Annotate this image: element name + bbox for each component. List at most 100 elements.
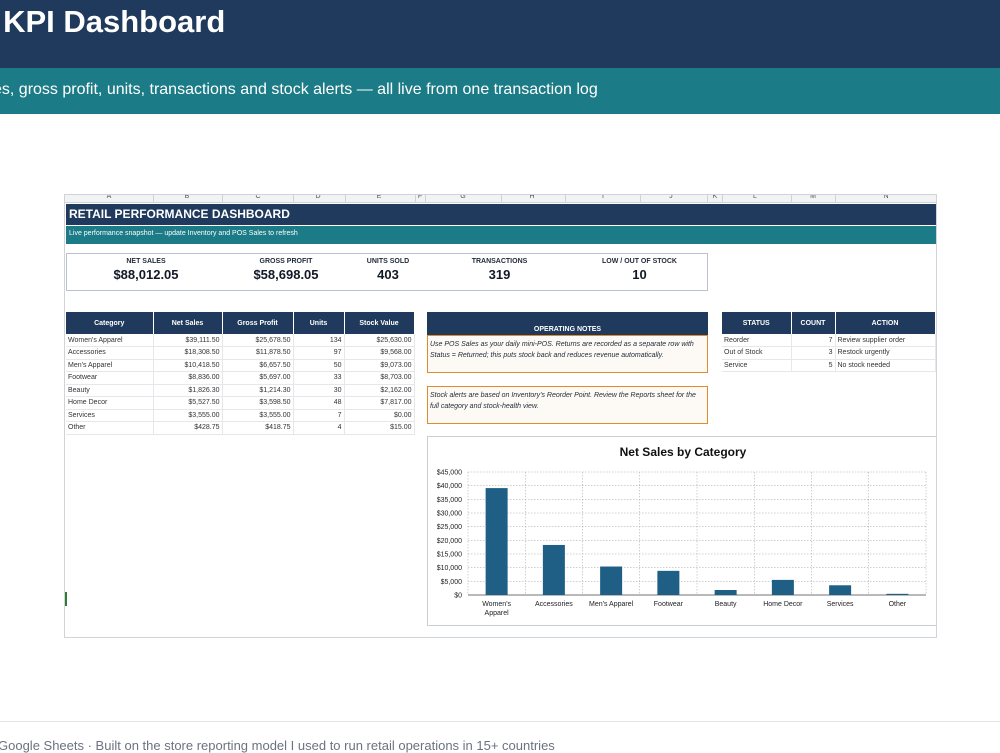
bar [714, 590, 737, 595]
column-header: B [184, 194, 190, 200]
footer-divider [0, 721, 1000, 722]
cell: No stock needed [835, 359, 936, 372]
x-tick-label: Services [827, 601, 854, 608]
column-title: COUNT [791, 312, 836, 334]
stock-alert-note: Stock alerts are based on Inventory's Re… [427, 386, 708, 424]
chart-grid [467, 471, 927, 596]
y-tick-label: $5,000 [441, 579, 463, 586]
kpi-transactions: TRANSACTIONS 319 [452, 254, 547, 290]
cell-marker [65, 592, 67, 606]
kpi-gross-profit: GROSS PROFIT $58,698.05 [217, 254, 355, 290]
table-row: Accessories $18,308.50 $11,878.50 97 $9,… [66, 346, 415, 360]
bar [829, 585, 852, 595]
cell: $1,826.30 [153, 384, 223, 397]
cell: $1,214.30 [222, 384, 294, 397]
kpi-units-sold: UNITS SOLD 403 [349, 254, 427, 290]
column-header: E [376, 194, 382, 200]
column-header-row: A B C D E F G H I J K L M N [65, 194, 936, 203]
cell: $5,697.00 [222, 371, 294, 385]
y-tick-label: $15,000 [437, 552, 462, 559]
column-title: Gross Profit [222, 312, 294, 334]
cell: 97 [293, 346, 345, 360]
bar [771, 579, 794, 595]
chart-bars [485, 488, 909, 595]
chart-title: Net Sales by Category [620, 445, 747, 459]
chart-y-axis: $0 $5,000 $10,000 $15,000 $20,000 $25,000 $30,… [437, 470, 462, 600]
spreadsheet-screenshot: A B C D E F G H I J K L M N RETAIL PERFO… [64, 194, 937, 638]
snapshot-note: Live performance snapshot — update Inven… [69, 230, 298, 237]
kpi-label: NET SALES [126, 258, 166, 265]
kpi-value: 10 [632, 267, 647, 282]
column-header: G [460, 194, 466, 200]
column-header: F [417, 194, 423, 200]
cell: 5 [791, 359, 836, 372]
table-row: Beauty $1,826.30 $1,214.30 30 $2,162.00 [66, 384, 415, 397]
y-tick-label: $10,000 [437, 565, 462, 572]
page-subtitle: es, gross profit, units, transactions an… [0, 81, 598, 98]
cell: Footwear [66, 371, 154, 385]
column-header: J [669, 194, 673, 200]
cell: 50 [293, 359, 345, 372]
x-tick-label: Men's Apparel [589, 601, 634, 608]
column-title: Units [293, 312, 345, 334]
cell: $2,162.00 [344, 384, 415, 397]
cell: Out of Stock [722, 346, 792, 360]
cell: $9,568.00 [344, 346, 415, 360]
kpi-label: LOW / OUT OF STOCK [602, 258, 677, 265]
x-tick-label: Footwear [654, 601, 684, 608]
cell: $7,817.00 [344, 396, 415, 410]
cell: $11,878.50 [222, 346, 294, 360]
footer-text: Google Sheets · Built on the store repor… [0, 738, 555, 753]
kpi-strip: NET SALES $88,012.05 GROSS PROFIT $58,69… [66, 253, 708, 291]
kpi-value: $58,698.05 [253, 267, 319, 282]
cell: Other [66, 421, 154, 435]
table-row: Service 5 No stock needed [722, 359, 936, 372]
stock-status-table: STATUS COUNT ACTION Reorder 7 Review sup… [722, 312, 936, 372]
cell: Men's Apparel [66, 359, 154, 372]
header-bar: ail KPI Dashboard [0, 0, 1000, 68]
x-tick-label: Beauty [715, 601, 737, 608]
cell: 7 [293, 409, 345, 422]
column-title: Stock Value [344, 312, 415, 334]
column-title: Net Sales [153, 312, 223, 334]
category-table: Category Net Sales Gross Profit Units St… [66, 312, 415, 435]
cell: $25,630.00 [344, 334, 415, 347]
status-table-header: STATUS COUNT ACTION [722, 312, 936, 334]
y-tick-label: $25,000 [437, 524, 462, 531]
column-title: STATUS [722, 312, 792, 334]
kpi-label: TRANSACTIONS [471, 258, 528, 265]
bar [886, 593, 909, 595]
cell: Reorder [722, 334, 792, 347]
x-tick-label: Accessories [535, 601, 573, 608]
column-header: I [602, 194, 604, 200]
cell: $39,111.50 [153, 334, 223, 347]
snapshot-row: Live performance snapshot — update Inven… [66, 226, 936, 244]
bar [485, 488, 508, 595]
column-title: Category [66, 312, 154, 334]
kpi-value: 319 [488, 267, 511, 282]
bar [542, 544, 565, 595]
cell: $3,555.00 [222, 409, 294, 422]
cell: Restock urgently [835, 346, 936, 360]
page-title: ail KPI Dashboard [0, 4, 226, 39]
cell: Review supplier order [835, 334, 936, 347]
column-header: K [712, 194, 718, 200]
net-sales-chart: Net Sales by Category $0 $5,000 $10,000 $15… [427, 436, 936, 626]
cell: $0.00 [344, 409, 415, 422]
cell: 33 [293, 371, 345, 385]
kpi-value: $88,012.05 [113, 267, 179, 282]
operating-notes-title: OPERATING NOTES [533, 326, 602, 333]
cell: Women's Apparel [66, 334, 154, 347]
cell: 30 [293, 384, 345, 397]
cell: $3,555.00 [153, 409, 223, 422]
table-row: Services $3,555.00 $3,555.00 7 $0.00 [66, 409, 415, 422]
x-tick-label: Home Decor [763, 601, 803, 608]
cell: 4 [293, 421, 345, 435]
subtitle-bar: es, gross profit, units, transactions an… [0, 68, 1000, 114]
y-tick-label: $45,000 [437, 470, 462, 477]
column-header: L [753, 194, 757, 200]
y-tick-label: $40,000 [437, 483, 462, 490]
table-row: Men's Apparel $10,418.50 $6,657.50 50 $9… [66, 359, 415, 372]
cell: $418.75 [222, 421, 294, 435]
cell: 48 [293, 396, 345, 410]
